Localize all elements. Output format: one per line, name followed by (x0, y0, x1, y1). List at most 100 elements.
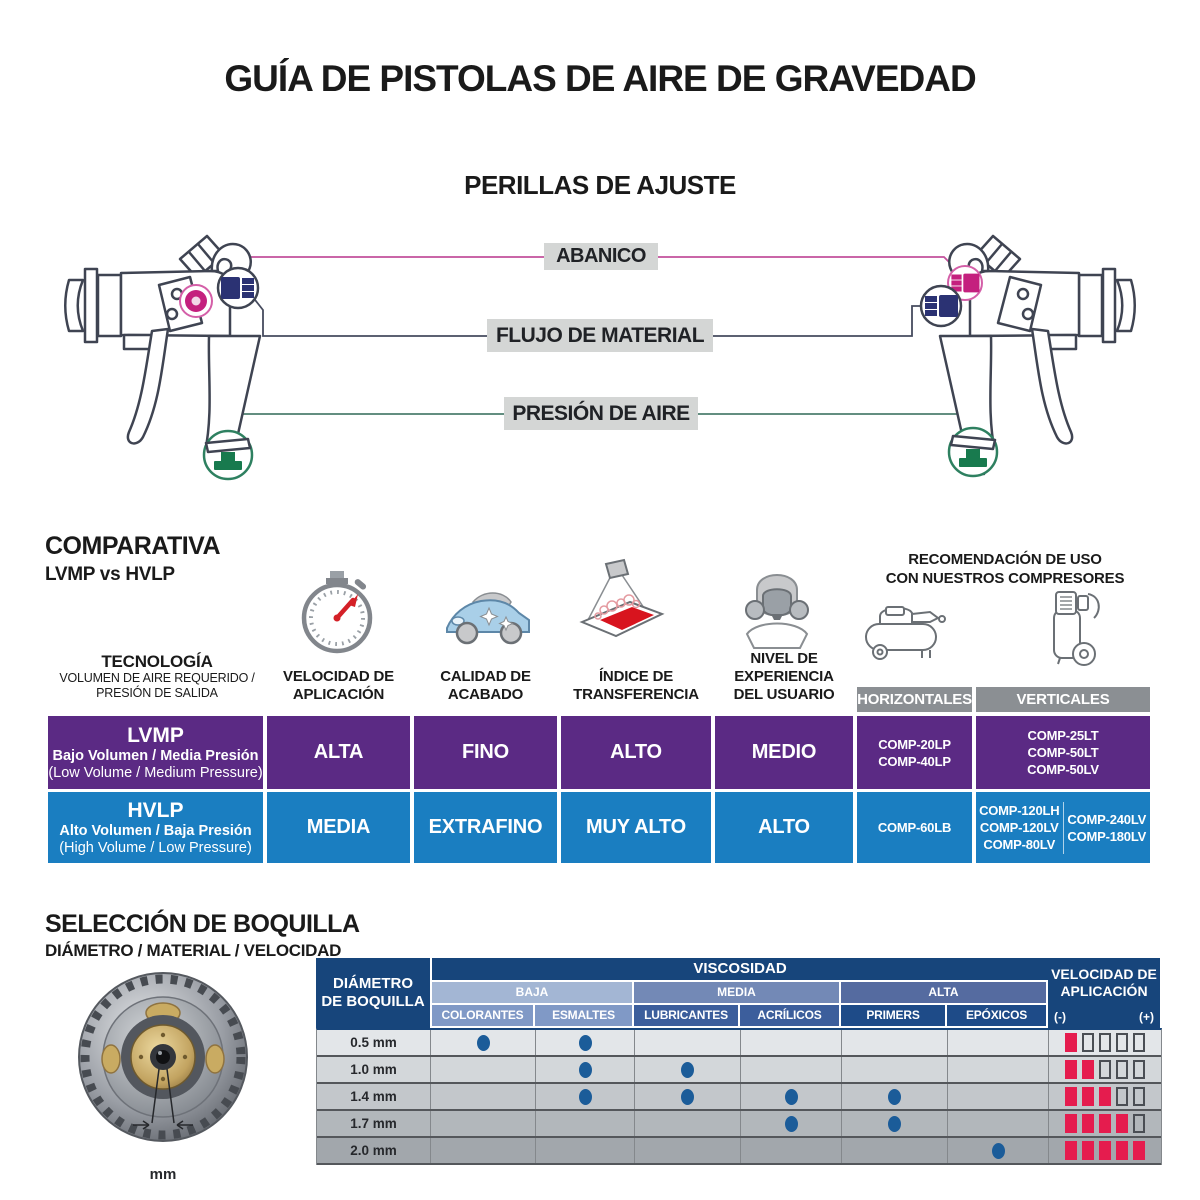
material-cell-1 (431, 1057, 536, 1082)
material-cell-6 (948, 1138, 1049, 1163)
column-header-nivel: NIVEL DE EXPERIENCIA DEL USUARIO (733, 650, 835, 703)
mm-unit-label: mm (149, 1166, 177, 1183)
nozzle-selection-table: DIÁMETRO DE BOQUILLA VISCOSIDAD BAJA MED… (316, 958, 1162, 1165)
material-cell-6 (948, 1084, 1049, 1109)
speed-bar-filled (1099, 1114, 1111, 1133)
car-icon (446, 592, 530, 645)
speed-bar-filled (1082, 1114, 1094, 1133)
compatibility-dot (888, 1088, 901, 1105)
material-cell-3 (635, 1030, 741, 1055)
lvmp-tech-cell: LVMP Bajo Volumen / Media Presión (Low V… (48, 716, 263, 789)
material-cell-6 (948, 1111, 1049, 1136)
speed-bar-empty (1116, 1087, 1128, 1106)
nozzle-diameter-label: 1.0 mm (317, 1057, 431, 1082)
nozzle-table-rows: 0.5 mm 1.0 mm 1.4 mm 1.7 mm 2.0 mm (316, 1028, 1162, 1165)
speed-bar-empty (1133, 1114, 1145, 1133)
diameter-measure-arrows (133, 1068, 193, 1130)
compatibility-dot (578, 1061, 592, 1078)
material-cell-5 (842, 1030, 948, 1055)
spray-panel-icon (579, 558, 665, 638)
material-cell-3 (635, 1111, 741, 1136)
nozzle-table-row: 2.0 mm (317, 1138, 1161, 1165)
compatibility-dot (578, 1088, 592, 1105)
nozzle-table-row: 1.7 mm (317, 1111, 1161, 1138)
compatibility-dot (681, 1061, 694, 1078)
comparativa-subtitle: LVMP vs HVLP (45, 564, 175, 585)
column-header-verticales: VERTICALES (976, 687, 1150, 712)
compatibility-dot (888, 1115, 901, 1132)
material-cell-2 (536, 1111, 635, 1136)
compatibility-dot (578, 1034, 592, 1051)
column-header-indice: ÍNDICE DE TRANSFERENCIA (573, 668, 699, 703)
speed-bar-filled (1082, 1087, 1094, 1106)
lvmp-nivel-cell: MEDIO (715, 716, 853, 789)
flujo-line-right (713, 305, 921, 337)
material-cell-1 (431, 1138, 536, 1163)
lvmp-row: LVMP Bajo Volumen / Media Presión (Low V… (48, 716, 1150, 789)
speed-bar-filled (1082, 1141, 1094, 1160)
material-cell-6 (948, 1057, 1049, 1082)
page-title: GUÍA DE PISTOLAS DE AIRE DE GRAVEDAD (224, 58, 976, 99)
tecnologia-title: TECNOLOGÍA (101, 652, 213, 671)
material-cell-3 (635, 1084, 741, 1109)
material-cell-2 (536, 1057, 635, 1082)
speed-cell (1049, 1111, 1161, 1136)
lvmp-calidad-cell: FINO (414, 716, 557, 789)
nozzle-diameter-label: 1.4 mm (317, 1084, 431, 1109)
abanico-line-right (658, 256, 957, 270)
corner-header-diametro: DIÁMETRO DE BOQUILLA (316, 958, 430, 1028)
material-header-lubricantes: LUBRICANTES (634, 1005, 738, 1026)
material-cell-5 (842, 1057, 948, 1082)
speed-cell (1049, 1030, 1161, 1055)
material-cell-2 (536, 1030, 635, 1055)
speed-bar-empty (1133, 1033, 1145, 1052)
material-cell-4 (741, 1111, 842, 1136)
speed-cell (1049, 1084, 1161, 1109)
vertical-compressor-icon (1053, 591, 1100, 666)
material-cell-5 (842, 1138, 948, 1163)
nozzle-table-row: 1.0 mm (317, 1057, 1161, 1084)
hvlp-row: HVLP Alto Volumen / Baja Presión (High V… (48, 792, 1150, 863)
material-cell-1 (431, 1111, 536, 1136)
speed-minus-label: (-) (1054, 1010, 1066, 1024)
speed-bar-empty (1116, 1033, 1128, 1052)
hvlp-nivel-cell: ALTO (715, 792, 853, 863)
nozzle-table-row: 0.5 mm (317, 1030, 1161, 1057)
respirator-icon (745, 574, 809, 649)
nozzle-diameter-label: 1.7 mm (317, 1111, 431, 1136)
flujo-knob-left (216, 266, 260, 310)
material-cell-4 (741, 1057, 842, 1082)
material-header-acrilicos: ACRÍLICOS (740, 1005, 839, 1026)
lvmp-horizontales-cell: COMP-20LP COMP-40LP (857, 716, 972, 789)
hvlp-velocidad-cell: MEDIA (267, 792, 410, 863)
material-cell-1 (431, 1030, 536, 1055)
speed-bar-filled (1065, 1060, 1077, 1079)
material-cell-4 (741, 1138, 842, 1163)
presion-knob-left (202, 429, 254, 481)
knobs-section-title: PERILLAS DE AJUSTE (464, 170, 736, 200)
speed-bar-filled (1065, 1141, 1077, 1160)
speed-bar-filled (1065, 1087, 1077, 1106)
speed-bar-empty (1133, 1060, 1145, 1079)
material-cell-5 (842, 1111, 948, 1136)
speed-bar-filled (1133, 1141, 1145, 1160)
nozzle-table-row: 1.4 mm (317, 1084, 1161, 1111)
speed-plus-label: (+) (1139, 1010, 1154, 1024)
presion-line-left (227, 413, 505, 431)
cell-divider (1062, 801, 1064, 854)
material-header-primers: PRIMERS (841, 1005, 945, 1026)
stopwatch-icon (301, 571, 373, 654)
tecnologia-sub-2: PRESIÓN DE SALIDA (96, 686, 218, 700)
material-cell-4 (741, 1084, 842, 1109)
nozzle-photo (78, 972, 248, 1142)
speed-bar-empty (1099, 1060, 1111, 1079)
comparativa-title: COMPARATIVA (45, 532, 221, 560)
compatibility-dot (681, 1088, 694, 1105)
lvmp-verticales-cell: COMP-25LT COMP-50LT COMP-50LV (976, 716, 1150, 789)
speed-bar-filled (1116, 1114, 1128, 1133)
viscosidad-banner: VISCOSIDAD (432, 958, 1048, 980)
nozzle-diameter-label: 2.0 mm (317, 1138, 431, 1163)
presion-knob-right (947, 426, 999, 478)
hvlp-indice-cell: MUY ALTO (561, 792, 711, 863)
